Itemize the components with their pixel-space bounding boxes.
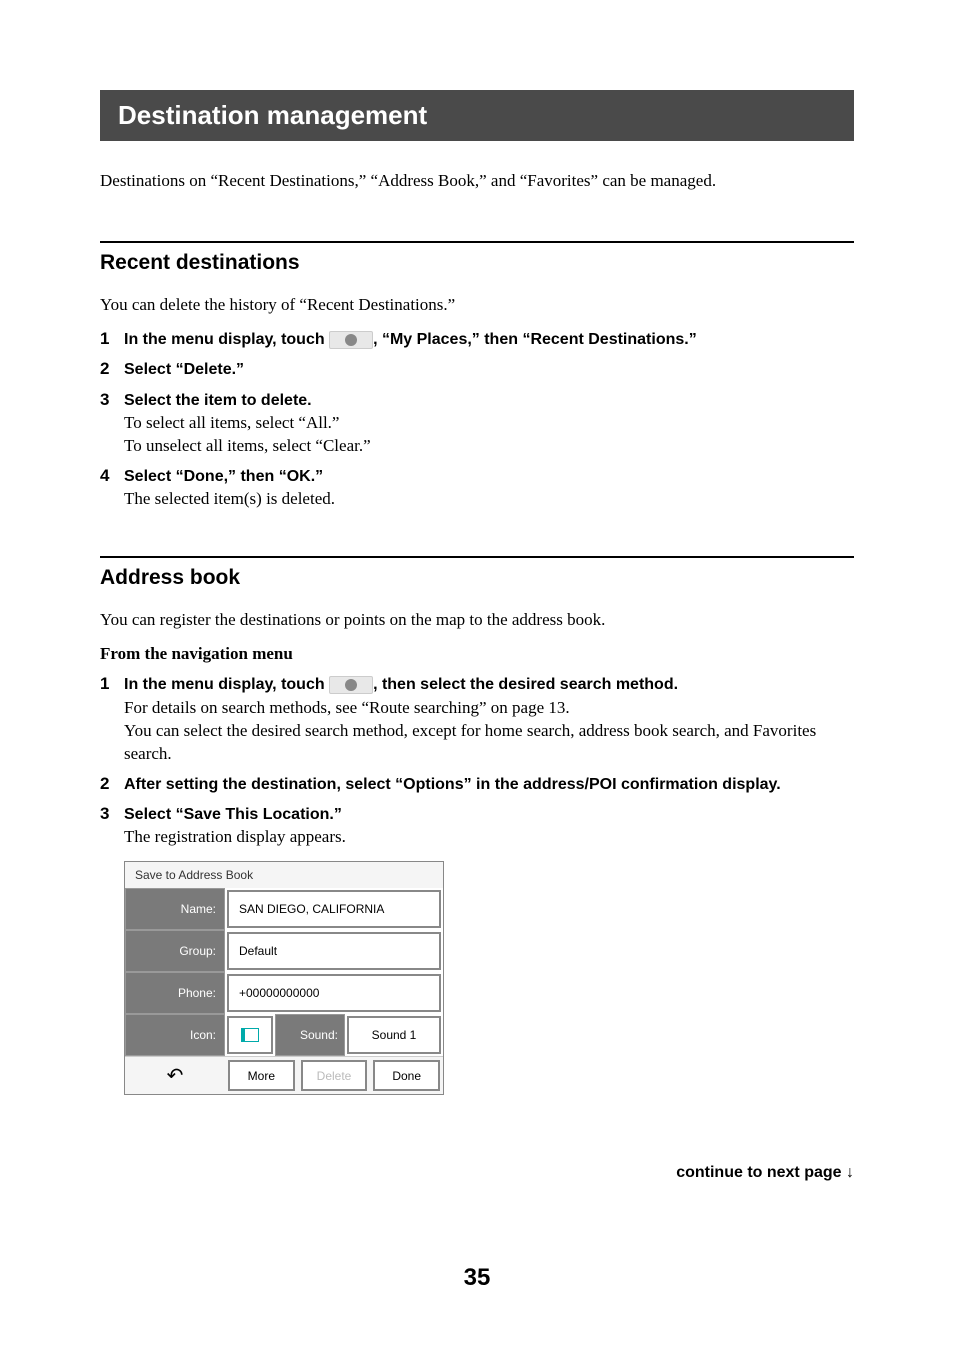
address-desc: You can register the destinations or poi… (100, 610, 854, 630)
step-number: 4 (100, 466, 124, 511)
phone-value[interactable]: +00000000000 (227, 974, 441, 1012)
phone-label: Phone: (125, 972, 225, 1014)
step-number: 2 (100, 774, 124, 796)
step-title-text: After setting the destination, select “O… (124, 776, 781, 793)
address-title: Address book (100, 566, 854, 590)
group-value[interactable]: Default (227, 932, 441, 970)
form-row-phone: Phone: +00000000000 (125, 972, 443, 1014)
more-button[interactable]: More (228, 1060, 295, 1091)
step-item: 3 Select “Save This Location.” The regis… (100, 804, 854, 849)
form-row-icon: Icon: Sound: Sound 1 (125, 1014, 443, 1056)
icon-cell[interactable] (227, 1016, 273, 1054)
step-detail-text: You can select the desired search method… (124, 720, 854, 766)
sub-heading: From the navigation menu (100, 644, 854, 664)
step-item: 4 Select “Done,” then “OK.” The selected… (100, 466, 854, 511)
address-steps: 1 In the menu display, touch , then sele… (100, 674, 854, 849)
step-title-text: Select “Save This Location.” (124, 804, 854, 826)
name-value[interactable]: SAN DIEGO, CALIFORNIA (227, 890, 441, 928)
step-title-text: , “My Places,” then “Recent Destinations… (373, 331, 697, 348)
button-row: ↶ More Delete Done (125, 1056, 443, 1094)
step-item: 1 In the menu display, touch , “My Place… (100, 329, 854, 351)
step-number: 1 (100, 329, 124, 351)
divider (100, 556, 854, 558)
step-title-text: , then select the desired search method. (373, 676, 678, 693)
screenshot-title: Save to Address Book (125, 862, 443, 888)
step-detail-text: For details on search methods, see “Rout… (124, 697, 854, 720)
intro-text: Destinations on “Recent Destinations,” “… (100, 171, 854, 191)
step-number: 3 (100, 804, 124, 849)
step-title-text: In the menu display, touch (124, 676, 329, 693)
continue-text: continue to next page ↓ (676, 1164, 854, 1182)
step-title-text: Select the item to delete. (124, 390, 854, 412)
step-detail-text: To select all items, select “All.” (124, 412, 854, 435)
step-number: 1 (100, 674, 124, 765)
recent-destinations-section: Recent destinations You can delete the h… (100, 241, 854, 511)
recent-title: Recent destinations (100, 251, 854, 275)
sound-label: Sound: (275, 1014, 345, 1056)
step-detail-text: The registration display appears. (124, 826, 854, 849)
step-item: 3 Select the item to delete. To select a… (100, 390, 854, 458)
name-label: Name: (125, 888, 225, 930)
divider (100, 241, 854, 243)
step-title-text: In the menu display, touch (124, 331, 329, 348)
section-header: Destination management (100, 90, 854, 141)
done-button[interactable]: Done (373, 1060, 440, 1091)
step-item: 1 In the menu display, touch , then sele… (100, 674, 854, 765)
step-title-text: Select “Delete.” (124, 361, 244, 378)
delete-button[interactable]: Delete (301, 1060, 368, 1091)
form-row-name: Name: SAN DIEGO, CALIFORNIA (125, 888, 443, 930)
page-number: 35 (464, 1264, 491, 1292)
recent-desc: You can delete the history of “Recent De… (100, 295, 854, 315)
group-label: Group: (125, 930, 225, 972)
sound-value[interactable]: Sound 1 (347, 1016, 441, 1054)
icon-label: Icon: (125, 1014, 225, 1056)
back-button[interactable]: ↶ (125, 1057, 225, 1094)
save-address-screenshot: Save to Address Book Name: SAN DIEGO, CA… (124, 861, 444, 1095)
step-title-text: Select “Done,” then “OK.” (124, 466, 854, 488)
step-detail-text: To unselect all items, select “Clear.” (124, 435, 854, 458)
step-detail-text: The selected item(s) is deleted. (124, 488, 854, 511)
nav-icon (329, 676, 373, 694)
address-book-section: Address book You can register the destin… (100, 556, 854, 1095)
step-item: 2 After setting the destination, select … (100, 774, 854, 796)
flag-icon (241, 1028, 259, 1042)
recent-steps: 1 In the menu display, touch , “My Place… (100, 329, 854, 511)
form-row-group: Group: Default (125, 930, 443, 972)
step-number: 3 (100, 390, 124, 458)
step-number: 2 (100, 359, 124, 381)
down-arrow-icon: ↓ (846, 1164, 854, 1181)
step-item: 2 Select “Delete.” (100, 359, 854, 381)
nav-icon (329, 331, 373, 349)
